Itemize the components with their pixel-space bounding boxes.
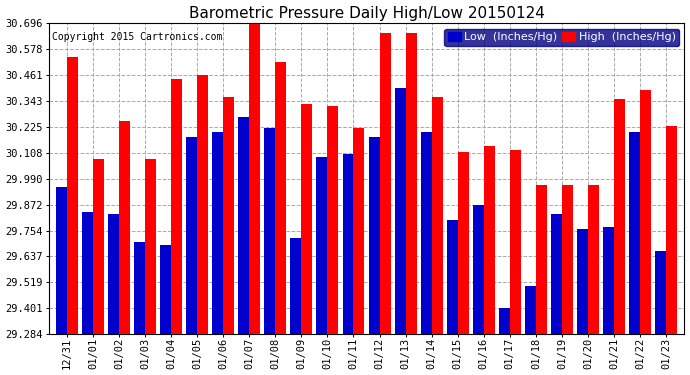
Bar (395, 88, 406, 334)
Bar (499, 309, 510, 334)
Bar (510, 150, 521, 334)
Bar (353, 128, 364, 334)
Title: Barometric Pressure Daily High/Low 20150124: Barometric Pressure Daily High/Low 20150… (188, 6, 544, 21)
Bar (119, 122, 130, 334)
Bar (275, 62, 286, 334)
Bar (328, 106, 338, 334)
Bar (640, 90, 651, 334)
Bar (551, 214, 562, 334)
Bar (186, 137, 197, 334)
Bar (108, 214, 119, 334)
Bar (145, 159, 156, 334)
Bar (457, 152, 469, 334)
Text: Copyright 2015 Cartronics.com: Copyright 2015 Cartronics.com (52, 33, 222, 42)
Bar (171, 80, 182, 334)
Bar (93, 159, 104, 334)
Bar (213, 132, 223, 334)
Bar (603, 227, 614, 334)
Bar (484, 146, 495, 334)
Bar (577, 229, 588, 334)
Bar (629, 132, 640, 334)
Bar (134, 242, 145, 334)
Bar (223, 97, 234, 334)
Bar (160, 244, 171, 334)
Bar (656, 251, 667, 334)
Bar (380, 33, 391, 334)
Bar (249, 24, 260, 334)
Bar (588, 185, 599, 334)
Bar (82, 211, 93, 334)
Bar (536, 185, 547, 334)
Bar (264, 128, 275, 334)
Bar (473, 205, 484, 334)
Bar (56, 188, 67, 334)
Bar (562, 185, 573, 334)
Bar (447, 220, 457, 334)
Bar (238, 117, 249, 334)
Bar (406, 33, 417, 334)
Bar (432, 97, 442, 334)
Bar (368, 137, 380, 334)
Bar (342, 154, 353, 334)
Bar (317, 156, 328, 334)
Legend: Low  (Inches/Hg), High  (Inches/Hg): Low (Inches/Hg), High (Inches/Hg) (444, 28, 679, 46)
Bar (197, 75, 208, 334)
Bar (614, 99, 625, 334)
Bar (421, 132, 432, 334)
Bar (67, 57, 78, 334)
Bar (290, 238, 302, 334)
Bar (525, 286, 536, 334)
Bar (667, 126, 677, 334)
Bar (302, 104, 313, 334)
